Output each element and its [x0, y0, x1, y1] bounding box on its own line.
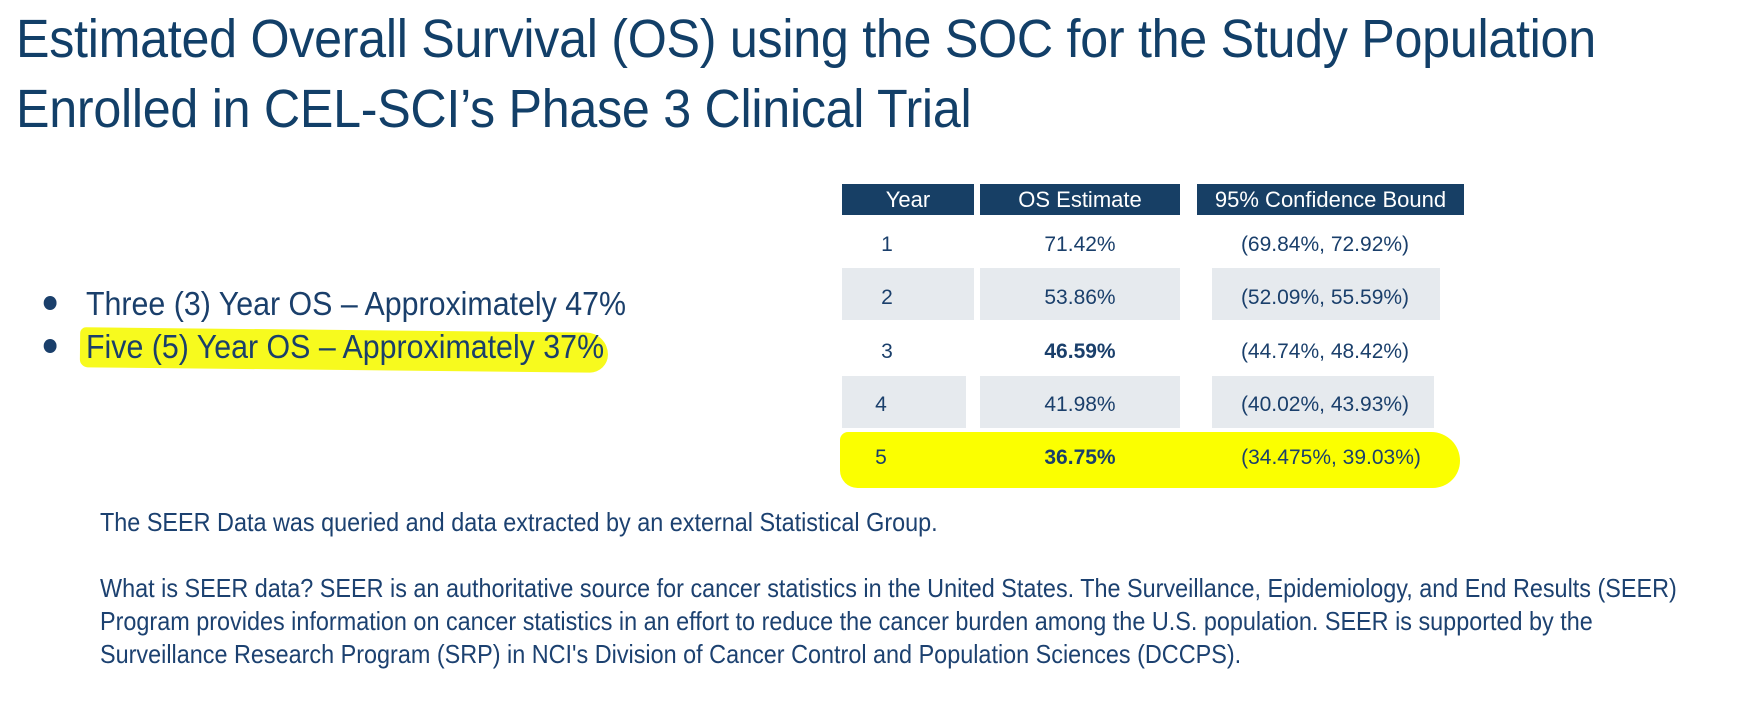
- table-cell-ci: (69.84%, 72.92%): [1240, 233, 1410, 256]
- table-cell-ci: (44.74%, 48.42%): [1240, 340, 1410, 363]
- table-cell-year: 3: [881, 340, 893, 363]
- bullet-dot-icon: [43, 339, 57, 353]
- page-title: Estimated Overall Survival (OS) using th…: [16, 4, 1596, 144]
- row-4-ci-bg: [1212, 376, 1434, 428]
- bullet-item: Five (5) Year OS – Approximately 37%: [40, 325, 626, 368]
- row-4-year-bg: [842, 376, 966, 428]
- title-line-2: Enrolled in CEL-SCI’s Phase 3 Clinical T…: [16, 79, 972, 139]
- table-cell-os: 53.86%: [1044, 286, 1116, 309]
- seer-description-line: What is SEER data? SEER is an authoritat…: [100, 573, 1677, 603]
- seer-note: The SEER Data was queried and data extra…: [100, 507, 938, 537]
- seer-description-line: Surveillance Research Program (SRP) in N…: [100, 639, 1242, 669]
- title-line-1: Estimated Overall Survival (OS) using th…: [16, 9, 1596, 69]
- table-header-year: Year: [842, 184, 974, 215]
- table-cell-ci: (40.02%, 43.93%): [1240, 393, 1410, 416]
- row-2-ci-bg: [1212, 268, 1440, 320]
- table-cell-ci: (34.475%, 39.03%): [1241, 446, 1421, 469]
- bullet-item: Three (3) Year OS – Approximately 47%: [40, 282, 626, 325]
- row-2-os-bg: [980, 268, 1180, 320]
- seer-description: What is SEER data? SEER is an authoritat…: [100, 572, 1677, 671]
- row-2-year-bg: [842, 268, 974, 320]
- table-header-os: OS Estimate: [980, 184, 1180, 215]
- bullet-text: Three (3) Year OS – Approximately 47%: [86, 285, 627, 322]
- table-cell-year: 5: [875, 446, 887, 469]
- table-cell-os: 71.42%: [1044, 233, 1116, 256]
- row-4-os-bg: [980, 376, 1180, 428]
- table-cell-year: 1: [881, 233, 893, 256]
- table-header-ci: 95% Confidence Bound: [1197, 184, 1464, 215]
- table-cell-os: 36.75%: [1044, 446, 1116, 469]
- table-cell-ci: (52.09%, 55.59%): [1240, 286, 1410, 309]
- seer-description-line: Program provides information on cancer s…: [100, 606, 1593, 636]
- table-cell-os: 41.98%: [1044, 393, 1116, 416]
- bullet-list: Three (3) Year OS – Approximately 47% Fi…: [40, 282, 677, 368]
- row-highlight: [840, 432, 1460, 488]
- table-cell-os: 46.59%: [1044, 340, 1116, 363]
- bullet-dot-icon: [43, 296, 57, 310]
- bullet-text: Five (5) Year OS – Approximately 37%: [86, 328, 605, 365]
- table-cell-year: 4: [875, 393, 887, 416]
- table-cell-year: 2: [881, 286, 893, 309]
